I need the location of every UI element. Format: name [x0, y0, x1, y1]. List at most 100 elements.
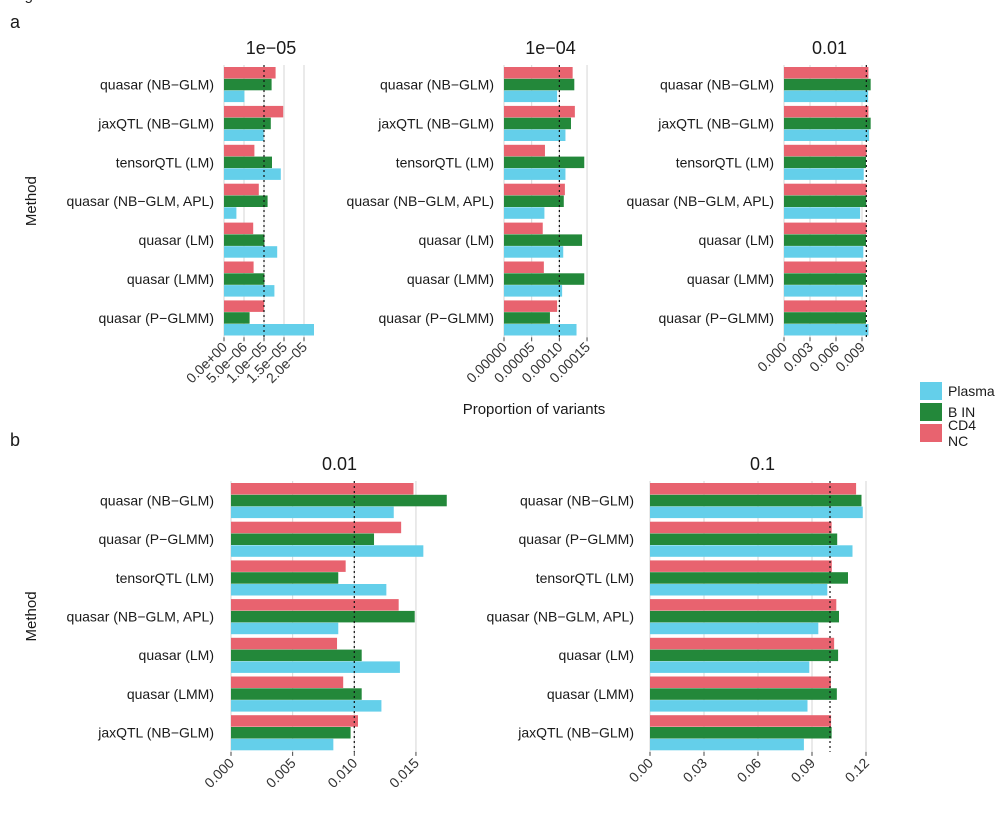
p2-x-axis-label: Proportion of variants	[463, 401, 606, 418]
p4-bar-quasar-lm-b-in	[231, 649, 362, 662]
p4-category-label-quasar-p-glmm: quasar (P−GLMM)	[98, 531, 214, 547]
p4-panel-letter: b	[10, 430, 20, 450]
p1-category-label-quasar-lmm: quasar (LMM)	[127, 271, 214, 287]
legend-swatch-plasma	[920, 381, 942, 400]
p3-bar-quasar-lmm-cd4-nc	[784, 261, 867, 273]
p3-bar-quasar-p-glmm-cd4-nc	[784, 300, 867, 312]
p5-bar-quasar-lmm-b-in	[650, 688, 837, 700]
p4-category-label-quasar-nb-glm: quasar (NB−GLM)	[100, 492, 214, 508]
p2-bar-jaxqtl-nb-glm-b-in	[504, 117, 571, 130]
p2-bar-quasar-p-glmm-b-in	[504, 312, 550, 324]
legend-item-b-in: B IN	[920, 401, 1000, 422]
p2-bar-quasar-nb-glm-b-in	[504, 78, 575, 91]
p4-bar-tensorqtl-lm-cd4-nc	[231, 560, 346, 572]
p5-bar-quasar-p-glmm-cd4-nc	[650, 521, 832, 534]
p2-category-label-jaxqtl-nb-glm: jaxQTL (NB−GLM)	[377, 115, 494, 131]
p4-tick-label-3: 0.015	[386, 755, 422, 791]
p2-bar-quasar-lmm-cd4-nc	[504, 261, 544, 273]
p2-bar-tensorqtl-lm-cd4-nc	[504, 144, 545, 157]
p2-bar-quasar-lm-b-in	[504, 234, 583, 246]
p2-category-label-quasar-lm: quasar (LM)	[419, 232, 494, 248]
p5-category-label-quasar-nb-glm: quasar (NB−GLM)	[520, 492, 634, 508]
p1-bar-quasar-lm-cd4-nc	[224, 222, 254, 235]
p4-bar-quasar-nb-glm-plasma	[231, 506, 394, 519]
p1-bar-quasar-lmm-b-in	[224, 273, 265, 285]
p5-category-label-quasar-nb-glm-apl: quasar (NB−GLM, APL)	[487, 608, 634, 624]
p3-category-label-quasar-lmm: quasar (LMM)	[687, 271, 774, 287]
legend-swatch-cd4-nc	[920, 423, 942, 442]
p4-category-label-tensorqtl-lm: tensorQTL (LM)	[116, 570, 214, 586]
p1-category-label-quasar-nb-glm: quasar (NB−GLM)	[100, 76, 214, 92]
p2-bar-tensorqtl-lm-b-in	[504, 156, 585, 169]
p4-bar-jaxqtl-nb-glm-cd4-nc	[231, 715, 358, 727]
p2-category-label-quasar-p-glmm: quasar (P−GLMM)	[378, 310, 494, 326]
p1-category-label-jaxqtl-nb-glm: jaxQTL (NB−GLM)	[97, 115, 214, 131]
p1-bar-quasar-nb-glm-apl-cd4-nc	[224, 183, 259, 196]
p4-y-axis-label: Method	[23, 591, 40, 641]
p2-bar-quasar-p-glmm-cd4-nc	[504, 300, 558, 312]
p5-tick-label-1: 0.03	[680, 755, 711, 786]
p5-bar-quasar-nb-glm-apl-b-in	[650, 610, 839, 623]
p5-bar-quasar-lm-plasma	[650, 661, 810, 673]
p5-bar-quasar-nb-glm-apl-plasma	[650, 622, 819, 635]
legend-item-plasma: Plasma	[920, 380, 1000, 401]
p2-category-label-quasar-nb-glm-apl: quasar (NB−GLM, APL)	[347, 193, 494, 209]
p1-bar-jaxqtl-nb-glm-b-in	[224, 117, 271, 130]
p5-tick-label-4: 0.12	[842, 755, 873, 786]
p5-bar-quasar-nb-glm-b-in	[650, 494, 862, 507]
p5-bar-tensorqtl-lm-plasma	[650, 584, 828, 596]
p5-tick-label-0: 0.00	[626, 755, 657, 786]
p5-bar-quasar-nb-glm-plasma	[650, 506, 863, 519]
p2-bar-quasar-lm-cd4-nc	[504, 222, 543, 235]
p4-bar-quasar-nb-glm-b-in	[231, 494, 447, 507]
p5-bar-quasar-lmm-plasma	[650, 700, 808, 712]
p2-bar-tensorqtl-lm-plasma	[504, 168, 566, 180]
p1-bar-quasar-nb-glm-cd4-nc	[224, 67, 276, 79]
p1-bar-quasar-nb-glm-apl-plasma	[224, 207, 237, 219]
p3-category-label-jaxqtl-nb-glm: jaxQTL (NB−GLM)	[657, 115, 774, 131]
p3-bar-quasar-lm-b-in	[784, 234, 866, 246]
p3-bar-jaxqtl-nb-glm-b-in	[784, 117, 871, 130]
p3-panel-title: 0.01	[812, 38, 847, 58]
legend-swatch-b-in	[920, 402, 942, 421]
p4-bar-quasar-p-glmm-cd4-nc	[231, 521, 402, 534]
p1-category-label-quasar-nb-glm-apl: quasar (NB−GLM, APL)	[67, 193, 214, 209]
p5-category-label-quasar-lmm: quasar (LMM)	[547, 686, 634, 702]
p4-bar-jaxqtl-nb-glm-b-in	[231, 727, 351, 739]
p1-bar-jaxqtl-nb-glm-cd4-nc	[224, 105, 284, 118]
legend-item-cd4-nc: CD4 NC	[920, 417, 1000, 449]
p1-bar-quasar-lm-plasma	[224, 246, 278, 258]
p1-bar-quasar-nb-glm-apl-b-in	[224, 195, 268, 207]
p3-bar-tensorqtl-lm-b-in	[784, 156, 866, 169]
p2-bar-quasar-nb-glm-apl-cd4-nc	[504, 183, 565, 196]
p5-tick-label-3: 0.09	[788, 755, 819, 786]
p5-bar-quasar-lm-b-in	[650, 649, 839, 662]
p1-bar-tensorqtl-lm-b-in	[224, 156, 272, 169]
p4-tick-label-1: 0.005	[263, 755, 299, 791]
p2-bar-quasar-lmm-plasma	[504, 285, 563, 297]
p5-tick-label-2: 0.06	[734, 755, 765, 786]
p3-category-label-quasar-nb-glm: quasar (NB−GLM)	[660, 76, 774, 92]
p2-category-label-quasar-lmm: quasar (LMM)	[407, 271, 494, 287]
p1-bar-quasar-p-glmm-cd4-nc	[224, 300, 264, 312]
p1-y-axis-label: Method	[23, 176, 40, 226]
p4-bar-quasar-lmm-b-in	[231, 688, 362, 700]
p2-bar-quasar-nb-glm-apl-b-in	[504, 195, 564, 207]
p5-bar-quasar-p-glmm-b-in	[650, 533, 838, 545]
p3-bar-quasar-nb-glm-b-in	[784, 78, 871, 91]
p3-tick-label-3: 0.009	[832, 339, 868, 375]
p4-bar-quasar-lm-cd4-nc	[231, 637, 338, 650]
p5-bar-jaxqtl-nb-glm-plasma	[650, 738, 804, 751]
p5-bar-quasar-nb-glm-apl-cd4-nc	[650, 599, 837, 611]
p1-bar-quasar-nb-glm-b-in	[224, 78, 272, 91]
p3-bar-quasar-lmm-b-in	[784, 273, 866, 285]
p3-bar-jaxqtl-nb-glm-cd4-nc	[784, 105, 869, 118]
p3-bar-quasar-nb-glm-apl-b-in	[784, 195, 867, 207]
p3-bar-quasar-lmm-plasma	[784, 285, 864, 297]
p2-panel-title: 1e−04	[525, 38, 576, 58]
p4-bar-quasar-nb-glm-apl-b-in	[231, 610, 415, 623]
p2-category-label-quasar-nb-glm: quasar (NB−GLM)	[380, 76, 494, 92]
p4-bar-quasar-lmm-cd4-nc	[231, 676, 344, 688]
p3-bar-quasar-nb-glm-apl-plasma	[784, 207, 861, 219]
